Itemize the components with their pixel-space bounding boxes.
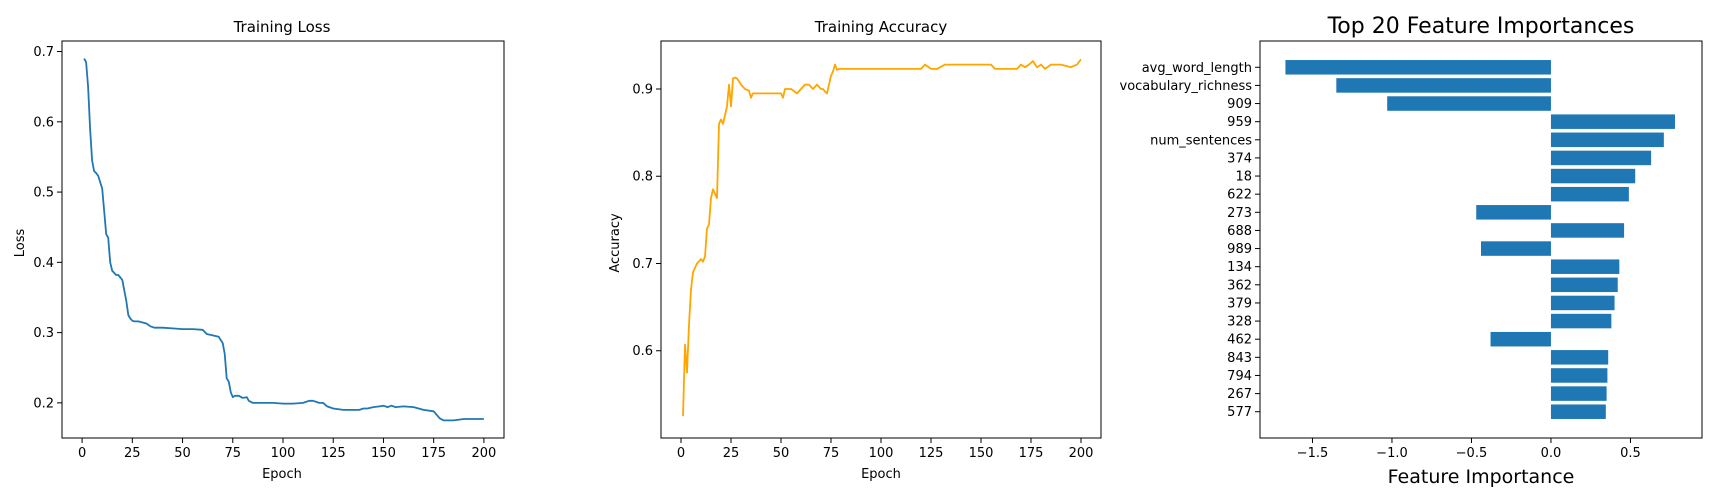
accuracy-y-tick-label: 0.9 bbox=[632, 82, 653, 97]
feature-category-label: 328 bbox=[1227, 315, 1252, 330]
loss-x-tick-label: 175 bbox=[421, 446, 446, 461]
feature-category-label: 374 bbox=[1227, 151, 1252, 166]
loss-y-tick-label: 0.7 bbox=[33, 45, 54, 60]
accuracy-x-tick-label: 200 bbox=[1069, 446, 1094, 461]
loss-x-tick-label: 25 bbox=[124, 446, 141, 461]
feature-x-tick-label: 0.0 bbox=[1541, 446, 1562, 461]
feature-category-label: 267 bbox=[1227, 387, 1252, 402]
loss-x-tick-label: 0 bbox=[78, 446, 86, 461]
feature-bar bbox=[1476, 205, 1551, 220]
accuracy-plot-frame bbox=[660, 40, 1102, 439]
feature-bar bbox=[1387, 96, 1551, 111]
training-accuracy-chart: Training Accuracy 0 25 50 75 100 125 150 175 200… bbox=[608, 18, 1102, 482]
accuracy-x-tick-label: 125 bbox=[919, 446, 944, 461]
feature-bar bbox=[1550, 259, 1620, 274]
accuracy-x-axis-label: Epoch bbox=[861, 467, 901, 482]
feature-category-label: 989 bbox=[1227, 242, 1252, 257]
feature-bar bbox=[1550, 132, 1664, 148]
feature-x-tick-label: −1.0 bbox=[1376, 446, 1408, 461]
feature-bar bbox=[1481, 241, 1551, 256]
feature-x-tick-label: −0.5 bbox=[1456, 446, 1488, 461]
feature-category-label: 273 bbox=[1227, 206, 1252, 221]
feature-plot-frame bbox=[1259, 40, 1703, 439]
feature-bar bbox=[1285, 60, 1551, 75]
feature-chart-title: Top 20 Feature Importances bbox=[1327, 14, 1635, 39]
accuracy-x-tick-label: 75 bbox=[823, 446, 840, 461]
feature-category-label: avg_word_length bbox=[1142, 61, 1252, 76]
feature-category-label: 134 bbox=[1227, 260, 1252, 275]
feature-category-label: 622 bbox=[1227, 188, 1252, 203]
feature-bar bbox=[1550, 313, 1612, 329]
feature-bar bbox=[1550, 386, 1607, 401]
feature-importance-chart: Top 20 Feature Importances avg_word_leng… bbox=[1120, 14, 1703, 488]
accuracy-plot-area: 0 25 50 75 100 125 150 175 200 0.6 0.7 0.8 0.9 bbox=[632, 40, 1102, 461]
feature-category-label: 959 bbox=[1227, 115, 1252, 130]
feature-bar bbox=[1550, 114, 1675, 129]
loss-y-tick-label: 0.3 bbox=[33, 326, 54, 341]
feature-plot-area: avg_word_length vocabulary_richness 909 959… bbox=[1120, 40, 1703, 461]
feature-category-label: 577 bbox=[1227, 405, 1252, 420]
feature-bar bbox=[1490, 331, 1551, 347]
feature-category-label: 843 bbox=[1227, 351, 1252, 366]
feature-bar bbox=[1336, 78, 1551, 93]
accuracy-x-tick-label: 25 bbox=[723, 446, 740, 461]
loss-y-tick-label: 0.4 bbox=[33, 256, 54, 271]
loss-y-tick-label: 0.2 bbox=[33, 396, 54, 411]
loss-x-axis-label: Epoch bbox=[262, 467, 302, 482]
feature-x-axis-label: Feature Importance bbox=[1388, 466, 1575, 488]
loss-x-tick-label: 125 bbox=[321, 446, 346, 461]
loss-x-tick-label: 50 bbox=[174, 446, 191, 461]
feature-x-tick-label: 0.5 bbox=[1620, 446, 1641, 461]
feature-bar bbox=[1550, 295, 1615, 311]
accuracy-y-tick-label: 0.8 bbox=[632, 170, 653, 185]
loss-plot-area: 0 25 50 75 100 125 150 175 200 0.2 0.3 0.4 0.5 0.6 0.7 bbox=[33, 40, 505, 461]
loss-y-tick-label: 0.5 bbox=[33, 186, 54, 201]
loss-x-tick-label: 100 bbox=[271, 446, 296, 461]
feature-category-label: 462 bbox=[1227, 333, 1252, 348]
feature-category-label: 362 bbox=[1227, 278, 1252, 293]
feature-bar bbox=[1550, 350, 1609, 365]
feature-bar bbox=[1550, 368, 1608, 383]
feature-x-tick-label: −1.5 bbox=[1297, 446, 1329, 461]
accuracy-y-tick-label: 0.7 bbox=[632, 257, 653, 272]
loss-plot-frame bbox=[61, 40, 505, 439]
training-loss-chart: Training Loss 0 25 50 75 100 125 150 175 2000.20… bbox=[13, 18, 505, 482]
feature-bar bbox=[1550, 150, 1652, 166]
loss-x-tick-label: 150 bbox=[371, 446, 396, 461]
loss-y-tick-label: 0.6 bbox=[33, 115, 54, 130]
accuracy-y-tick-label: 0.6 bbox=[632, 344, 653, 359]
accuracy-chart-title: Training Accuracy bbox=[814, 18, 948, 36]
accuracy-series-line bbox=[682, 58, 1082, 417]
feature-category-label: 688 bbox=[1227, 224, 1252, 239]
loss-series-line bbox=[83, 58, 484, 422]
feature-bar bbox=[1550, 277, 1618, 293]
accuracy-x-tick-label: 0 bbox=[677, 446, 685, 461]
feature-bar bbox=[1550, 168, 1636, 184]
feature-category-label: vocabulary_richness bbox=[1120, 79, 1253, 94]
feature-bar bbox=[1550, 223, 1625, 238]
accuracy-x-tick-label: 150 bbox=[969, 446, 994, 461]
accuracy-x-tick-label: 100 bbox=[869, 446, 894, 461]
loss-x-tick-label: 75 bbox=[224, 446, 241, 461]
feature-category-label: 18 bbox=[1235, 170, 1252, 185]
accuracy-y-axis-label: Accuracy bbox=[608, 213, 623, 273]
feature-bar bbox=[1550, 186, 1629, 202]
feature-bar bbox=[1550, 404, 1606, 419]
accuracy-x-tick-label: 50 bbox=[773, 446, 790, 461]
feature-category-label: 379 bbox=[1227, 296, 1252, 311]
loss-y-axis-label: Loss bbox=[13, 229, 28, 258]
loss-chart-title: Training Loss bbox=[233, 18, 331, 36]
accuracy-x-tick-label: 175 bbox=[1019, 446, 1044, 461]
loss-x-tick-label: 200 bbox=[471, 446, 496, 461]
feature-category-label: 794 bbox=[1227, 369, 1252, 384]
feature-category-label: 909 bbox=[1227, 97, 1252, 112]
feature-category-label: num_sentences bbox=[1150, 133, 1252, 148]
